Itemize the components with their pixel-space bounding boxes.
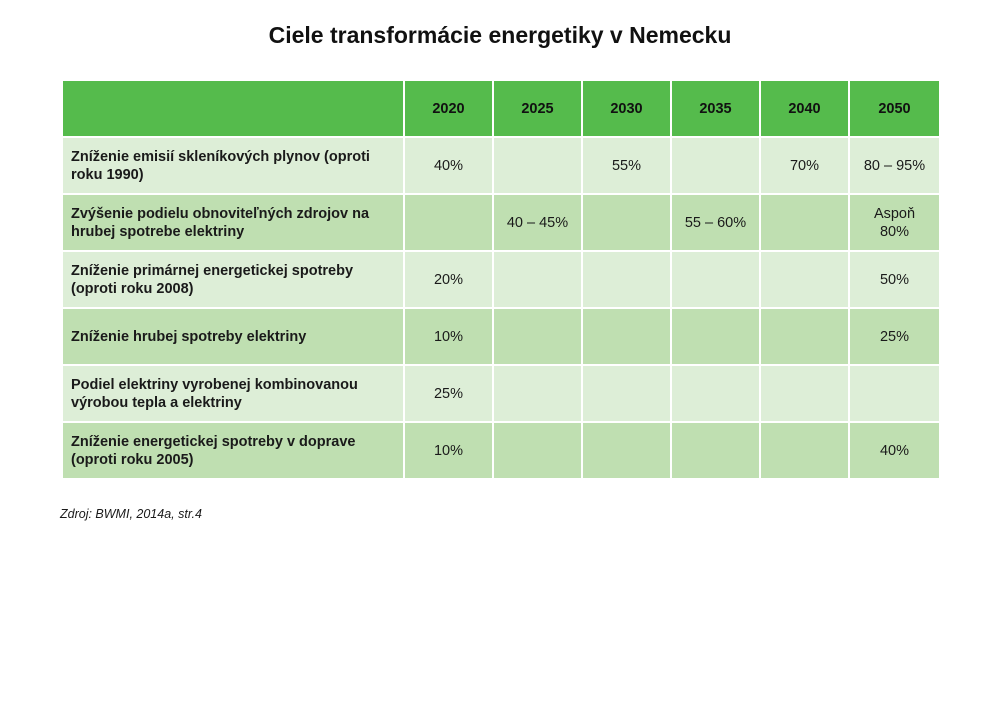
table-row: Zníženie emisií skleníkových plynov (opr… — [61, 136, 941, 195]
table-cell: 20% — [403, 250, 494, 309]
table-cell — [759, 250, 850, 309]
table-row: Zníženie hrubej spotreby elektriny 10% 2… — [61, 307, 941, 366]
targets-table: 2020 2025 2030 2035 2040 2050 Zníženie e… — [61, 79, 941, 480]
table-cell: 25% — [403, 364, 494, 423]
row-label: Zníženie hrubej spotreby elektriny — [61, 307, 405, 366]
table-cell: 50% — [848, 250, 941, 309]
row-label: Zníženie primárnej energetickej spotreby… — [61, 250, 405, 309]
table-cell — [670, 421, 761, 480]
table-cell: 80 – 95% — [848, 136, 941, 195]
year-header-2050: 2050 — [848, 79, 941, 138]
year-header-2025: 2025 — [492, 79, 583, 138]
table-cell — [581, 421, 672, 480]
table-cell: 55% — [581, 136, 672, 195]
table-cell — [759, 307, 850, 366]
table-cell — [670, 250, 761, 309]
table-cell — [492, 421, 583, 480]
table-cell — [759, 364, 850, 423]
table-cell — [581, 193, 672, 252]
row-label: Zníženie emisií skleníkových plynov (opr… — [61, 136, 405, 195]
table-cell: 55 – 60% — [670, 193, 761, 252]
table-cell — [848, 364, 941, 423]
table-row: Zníženie primárnej energetickej spotreby… — [61, 250, 941, 309]
table-cell — [492, 364, 583, 423]
row-label: Podiel elektriny vyrobenej kombinovanou … — [61, 364, 405, 423]
table-cell — [492, 250, 583, 309]
table-cell — [581, 307, 672, 366]
page-title: Ciele transformácie energetiky v Nemecku — [268, 22, 732, 48]
table-cell — [581, 364, 672, 423]
table-row: Zvýšenie podielu obnoviteľných zdrojov n… — [61, 193, 941, 252]
header-corner-cell — [61, 79, 405, 138]
table-row: Podiel elektriny vyrobenej kombinovanou … — [61, 364, 941, 423]
table-cell — [403, 193, 494, 252]
table-cell — [759, 421, 850, 480]
table-cell: 10% — [403, 421, 494, 480]
table-cell — [759, 193, 850, 252]
table-cell: 10% — [403, 307, 494, 366]
header-row: 2020 2025 2030 2035 2040 2050 — [61, 79, 941, 138]
table-cell: Aspoň 80% — [848, 193, 941, 252]
row-label: Zvýšenie podielu obnoviteľných zdrojov n… — [61, 193, 405, 252]
table-cell — [670, 307, 761, 366]
table-cell — [492, 136, 583, 195]
table-cell: 40% — [848, 421, 941, 480]
table-cell: 25% — [848, 307, 941, 366]
table-cell — [492, 307, 583, 366]
table-row: Zníženie energetickej spotreby v doprave… — [61, 421, 941, 480]
table-cell: 40% — [403, 136, 494, 195]
year-header-2030: 2030 — [581, 79, 672, 138]
table-cell: 70% — [759, 136, 850, 195]
year-header-2040: 2040 — [759, 79, 850, 138]
year-header-2035: 2035 — [670, 79, 761, 138]
table-cell — [670, 364, 761, 423]
table-cell — [581, 250, 672, 309]
row-label: Zníženie energetickej spotreby v doprave… — [61, 421, 405, 480]
source-note: Zdroj: BWMI, 2014a, str.4 — [60, 507, 202, 521]
year-header-2020: 2020 — [403, 79, 494, 138]
table-cell — [670, 136, 761, 195]
table-cell: 40 – 45% — [492, 193, 583, 252]
